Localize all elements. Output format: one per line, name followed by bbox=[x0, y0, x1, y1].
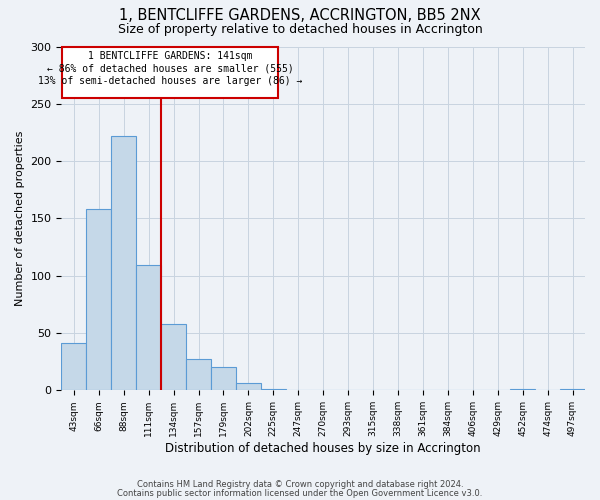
Bar bbox=[186, 360, 211, 390]
Text: 1 BENTCLIFFE GARDENS: 141sqm: 1 BENTCLIFFE GARDENS: 141sqm bbox=[88, 51, 252, 61]
Text: 1, BENTCLIFFE GARDENS, ACCRINGTON, BB5 2NX: 1, BENTCLIFFE GARDENS, ACCRINGTON, BB5 2… bbox=[119, 8, 481, 22]
Text: 13% of semi-detached houses are larger (86) →: 13% of semi-detached houses are larger (… bbox=[38, 76, 302, 86]
Bar bbox=[510, 389, 535, 390]
Text: Size of property relative to detached houses in Accrington: Size of property relative to detached ho… bbox=[118, 22, 482, 36]
Bar bbox=[111, 136, 136, 390]
Text: Contains public sector information licensed under the Open Government Licence v3: Contains public sector information licen… bbox=[118, 488, 482, 498]
Bar bbox=[136, 266, 161, 390]
Bar bbox=[560, 389, 585, 390]
Text: ← 86% of detached houses are smaller (555): ← 86% of detached houses are smaller (55… bbox=[47, 64, 293, 74]
Bar bbox=[86, 210, 111, 390]
Bar bbox=[236, 384, 261, 390]
Bar bbox=[261, 389, 286, 390]
Y-axis label: Number of detached properties: Number of detached properties bbox=[15, 130, 25, 306]
Bar bbox=[161, 324, 186, 390]
Text: Contains HM Land Registry data © Crown copyright and database right 2024.: Contains HM Land Registry data © Crown c… bbox=[137, 480, 463, 489]
X-axis label: Distribution of detached houses by size in Accrington: Distribution of detached houses by size … bbox=[166, 442, 481, 455]
Bar bbox=[61, 344, 86, 390]
Bar bbox=[211, 368, 236, 390]
FancyBboxPatch shape bbox=[62, 46, 278, 98]
